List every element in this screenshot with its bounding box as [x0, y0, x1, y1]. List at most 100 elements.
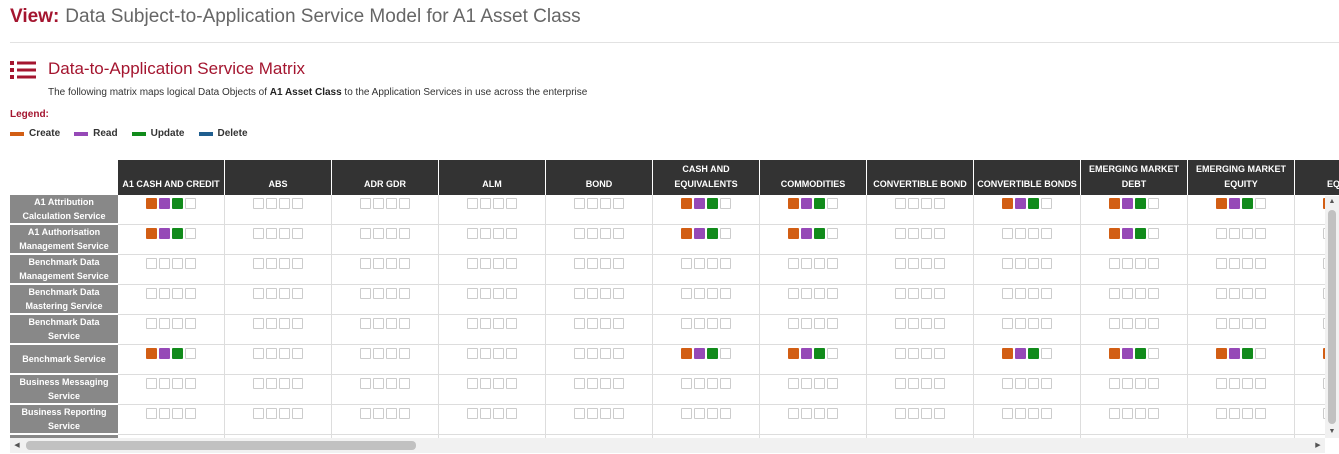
matrix-cell[interactable]: [973, 344, 1081, 375]
row-header[interactable]: Benchmark Data Management Service: [10, 254, 118, 285]
matrix-cell[interactable]: [224, 344, 332, 375]
matrix-cell[interactable]: [118, 314, 225, 345]
matrix-cell[interactable]: [438, 284, 546, 315]
matrix-cell[interactable]: [1080, 434, 1188, 438]
row-header[interactable]: Benchmark Data Service: [10, 314, 118, 345]
column-header[interactable]: ADR GDR: [331, 160, 439, 195]
matrix-cell[interactable]: [118, 224, 225, 255]
matrix-cell[interactable]: [438, 224, 546, 255]
matrix-cell[interactable]: [973, 284, 1081, 315]
matrix-cell[interactable]: [1187, 404, 1295, 435]
matrix-cell[interactable]: [1187, 344, 1295, 375]
matrix-cell[interactable]: [545, 374, 653, 405]
matrix-cell[interactable]: [759, 314, 867, 345]
vertical-scrollbar[interactable]: ▲ ▼: [1325, 196, 1339, 438]
matrix-cell[interactable]: [545, 344, 653, 375]
matrix-cell[interactable]: [866, 314, 974, 345]
scroll-up-icon[interactable]: ▲: [1328, 198, 1336, 205]
row-header[interactable]: A1 Authorisation Management Service: [10, 224, 118, 255]
matrix-cell[interactable]: [1080, 195, 1188, 225]
matrix-cell[interactable]: [1080, 284, 1188, 315]
column-header[interactable]: CASH AND EQUIVALENTS: [652, 160, 760, 195]
matrix-cell[interactable]: [866, 344, 974, 375]
matrix-cell[interactable]: [866, 254, 974, 285]
matrix-cell[interactable]: [118, 344, 225, 375]
matrix-cell[interactable]: [224, 254, 332, 285]
matrix-cell[interactable]: [1187, 284, 1295, 315]
matrix-cell[interactable]: [118, 284, 225, 315]
matrix-cell[interactable]: [973, 314, 1081, 345]
column-header[interactable]: A1 CASH AND CREDIT: [118, 160, 225, 195]
matrix-cell[interactable]: [545, 254, 653, 285]
matrix-cell[interactable]: [331, 344, 439, 375]
matrix-cell[interactable]: [866, 434, 974, 438]
matrix-cell[interactable]: [331, 224, 439, 255]
row-header[interactable]: Benchmark Data Mastering Service: [10, 284, 118, 315]
matrix-cell[interactable]: [1080, 314, 1188, 345]
horizontal-scroll-thumb[interactable]: [26, 441, 416, 450]
matrix-cell[interactable]: [973, 404, 1081, 435]
matrix-cell[interactable]: [652, 374, 760, 405]
matrix-cell[interactable]: [973, 224, 1081, 255]
matrix-cell[interactable]: [1187, 434, 1295, 438]
matrix-cell[interactable]: [118, 404, 225, 435]
matrix-cell[interactable]: [866, 374, 974, 405]
column-header[interactable]: CONVERTIBLE BONDS: [973, 160, 1081, 195]
matrix-cell[interactable]: [118, 374, 225, 405]
matrix-cell[interactable]: [118, 434, 225, 438]
column-header[interactable]: EMERGING MARKET EQUITY: [1187, 160, 1295, 195]
column-header[interactable]: BOND: [545, 160, 653, 195]
matrix-cell[interactable]: [1080, 344, 1188, 375]
row-header[interactable]: Business Reporting Service: [10, 404, 118, 435]
matrix-cell[interactable]: [759, 344, 867, 375]
matrix-cell[interactable]: [545, 224, 653, 255]
matrix-cell[interactable]: [652, 195, 760, 225]
matrix-cell[interactable]: [438, 344, 546, 375]
matrix-cell[interactable]: [118, 195, 225, 225]
matrix-cell[interactable]: [1080, 254, 1188, 285]
matrix-cell[interactable]: [973, 434, 1081, 438]
row-header[interactable]: A1 Attribution Calculation Service: [10, 195, 118, 225]
scroll-left-icon[interactable]: ◀: [14, 442, 20, 449]
matrix-cell[interactable]: [973, 374, 1081, 405]
matrix-cell[interactable]: [331, 404, 439, 435]
matrix-cell[interactable]: [1080, 224, 1188, 255]
matrix-cell[interactable]: [545, 434, 653, 438]
matrix-cell[interactable]: [1187, 195, 1295, 225]
matrix-cell[interactable]: [545, 314, 653, 345]
matrix-cell[interactable]: [224, 224, 332, 255]
matrix-cell[interactable]: [759, 195, 867, 225]
matrix-cell[interactable]: [759, 374, 867, 405]
matrix-cell[interactable]: [759, 404, 867, 435]
column-header[interactable]: CONVERTIBLE BOND: [866, 160, 974, 195]
column-header[interactable]: ALM: [438, 160, 546, 195]
matrix-cell[interactable]: [545, 195, 653, 225]
matrix-cell[interactable]: [438, 434, 546, 438]
matrix-cell[interactable]: [224, 284, 332, 315]
matrix-cell[interactable]: [759, 254, 867, 285]
row-header[interactable]: Business Messaging Service: [10, 374, 118, 405]
matrix-cell[interactable]: [759, 224, 867, 255]
matrix-cell[interactable]: [224, 404, 332, 435]
matrix-cell[interactable]: [866, 195, 974, 225]
matrix-cell[interactable]: [331, 314, 439, 345]
matrix-cell[interactable]: [331, 434, 439, 438]
horizontal-scrollbar[interactable]: ◀ ▶: [10, 438, 1325, 453]
matrix-cell[interactable]: [1187, 314, 1295, 345]
matrix-cell[interactable]: [1187, 224, 1295, 255]
matrix-cell[interactable]: [224, 195, 332, 225]
matrix-cell[interactable]: [1080, 404, 1188, 435]
matrix-cell[interactable]: [652, 224, 760, 255]
matrix-cell[interactable]: [224, 314, 332, 345]
matrix-cell[interactable]: [652, 314, 760, 345]
matrix-cell[interactable]: [118, 254, 225, 285]
matrix-cell[interactable]: [331, 195, 439, 225]
matrix-cell[interactable]: [973, 195, 1081, 225]
matrix-cell[interactable]: [438, 374, 546, 405]
matrix-cell[interactable]: [224, 374, 332, 405]
matrix-cell[interactable]: [545, 404, 653, 435]
matrix-cell[interactable]: [652, 344, 760, 375]
matrix-cell[interactable]: [759, 434, 867, 438]
column-header[interactable]: EMERGING MARKET DEBT: [1080, 160, 1188, 195]
matrix-cell[interactable]: [331, 374, 439, 405]
